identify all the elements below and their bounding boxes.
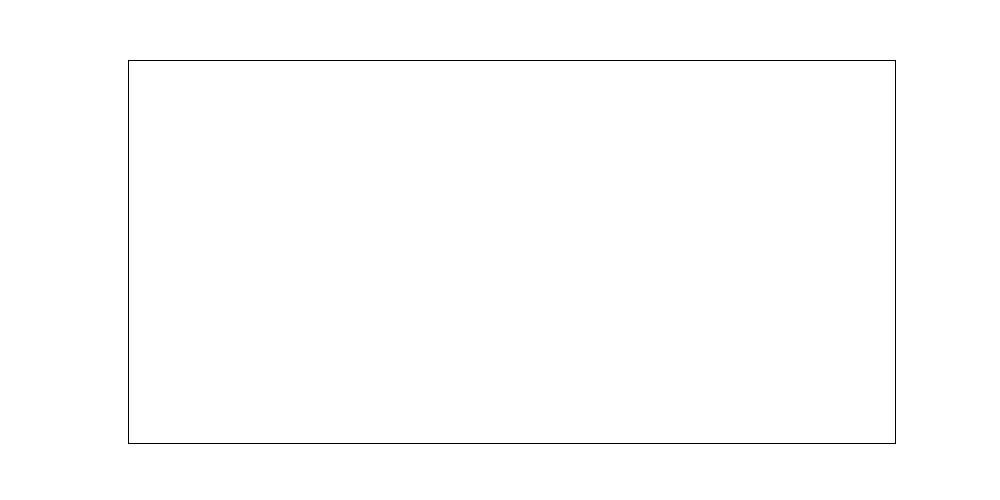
wordcloud [129, 61, 896, 444]
wordcloud-frame [128, 60, 896, 444]
